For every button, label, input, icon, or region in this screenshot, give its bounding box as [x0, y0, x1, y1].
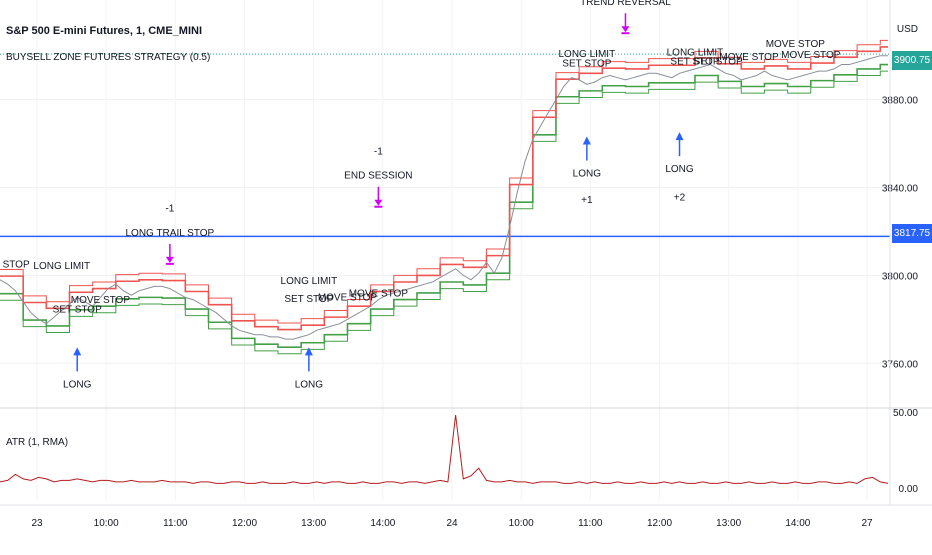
- horizontal-line-price-tag[interactable]: 3817.75: [892, 224, 932, 243]
- exit-arrowhead-icon: [374, 199, 383, 206]
- y-tick-label: 3840.00: [882, 184, 919, 195]
- strategy-annotation-label: MOVE STOP: [766, 39, 826, 50]
- long-entry-arrowhead-icon: [73, 347, 82, 356]
- price-series-line[interactable]: [0, 55, 888, 340]
- x-tick-label: 14:00: [370, 518, 395, 529]
- x-tick-label: 12:00: [647, 518, 672, 529]
- exit-arrowhead-icon: [621, 26, 630, 33]
- strategy-annotation-label: END SESSION: [344, 171, 412, 182]
- zone-level-line: [0, 46, 888, 331]
- strategy-annotation-label: LONG LIMIT: [33, 261, 90, 272]
- x-tick-label: 10:00: [509, 518, 534, 529]
- strategy-annotation-label: LONG: [665, 164, 694, 175]
- x-tick-label: 13:00: [716, 518, 741, 529]
- long-entry-arrowhead-icon: [582, 136, 591, 145]
- strategy-annotation-label: -1: [165, 204, 174, 215]
- x-tick-label: 11:00: [578, 518, 603, 529]
- atr-tick-label: 50.00: [893, 408, 918, 419]
- strategy-annotation-label: MOVE STOP: [349, 288, 409, 299]
- symbol-title[interactable]: S&P 500 E-mini Futures, 1, CME_MINI: [6, 25, 203, 37]
- x-tick-label: 11:00: [163, 518, 188, 529]
- atr-legend[interactable]: ATR (1, RMA): [6, 437, 69, 448]
- atr-tick-label: 0.00: [899, 484, 919, 495]
- zone-level-line: [0, 70, 888, 355]
- strategy-annotation-label: LONG TRAIL STOP: [126, 228, 215, 239]
- long-entry-arrowhead-icon: [304, 347, 313, 356]
- strategy-annotation-label: SET STOP: [562, 59, 611, 70]
- x-tick-label: 23: [31, 518, 43, 529]
- y-tick-label: 3880.00: [882, 96, 919, 107]
- atr-series-line[interactable]: [0, 414, 889, 484]
- strategy-annotation-label: MOVE STOP: [318, 293, 378, 304]
- strategy-annotation-label: LONG LIMIT: [667, 48, 724, 59]
- x-tick-label: 13:00: [301, 518, 326, 529]
- x-tick-label: 24: [446, 518, 458, 529]
- strategy-legend[interactable]: BUYSELL ZONE FUTURES STRATEGY (0.5): [6, 52, 211, 63]
- strategy-annotation-label: LONG LIMIT: [559, 49, 616, 60]
- exit-arrowhead-icon: [165, 256, 174, 263]
- x-tick-label: 27: [861, 518, 873, 529]
- strategy-annotation-label: LONG: [295, 379, 324, 390]
- strategy-annotation-label: -1: [374, 147, 383, 158]
- strategy-annotation-label: TREND REVERSAL: [580, 0, 671, 8]
- y-tick-label: 3760.00: [882, 359, 919, 370]
- currency-label: USD: [896, 24, 918, 35]
- strategy-annotation-label: +2: [674, 193, 686, 204]
- strategy-annotation-label: LONG: [573, 169, 602, 180]
- x-tick-label: 10:00: [94, 518, 119, 529]
- strategy-annotation-label: LONG LIMIT: [281, 276, 338, 287]
- strategy-annotation-label: MOVE STOP: [781, 50, 841, 61]
- long-entry-arrowhead-icon: [675, 132, 684, 141]
- strategy-annotation-label: MOVE STOP: [0, 260, 30, 271]
- strategy-annotation-label: SET STOP: [694, 57, 743, 68]
- y-tick-label: 3800.00: [882, 271, 919, 282]
- strategy-annotation-label: SET STOP: [53, 305, 102, 316]
- strategy-annotation-label: MOVE STOP: [71, 295, 131, 306]
- zone-level-line: [0, 63, 888, 348]
- x-tick-label: 12:00: [232, 518, 257, 529]
- x-tick-label: 14:00: [785, 518, 810, 529]
- strategy-annotation-label: +1: [581, 195, 593, 206]
- strategy-annotation-label: SET STOP: [284, 294, 333, 305]
- zone-level-line: [0, 39, 888, 324]
- strategy-annotation-label: LONG: [63, 379, 92, 390]
- current-price-tag: 3900.75: [892, 51, 932, 70]
- strategy-annotation-label: MOVE STOP: [719, 52, 779, 63]
- strategy-annotation-label: SET STOP: [670, 57, 719, 68]
